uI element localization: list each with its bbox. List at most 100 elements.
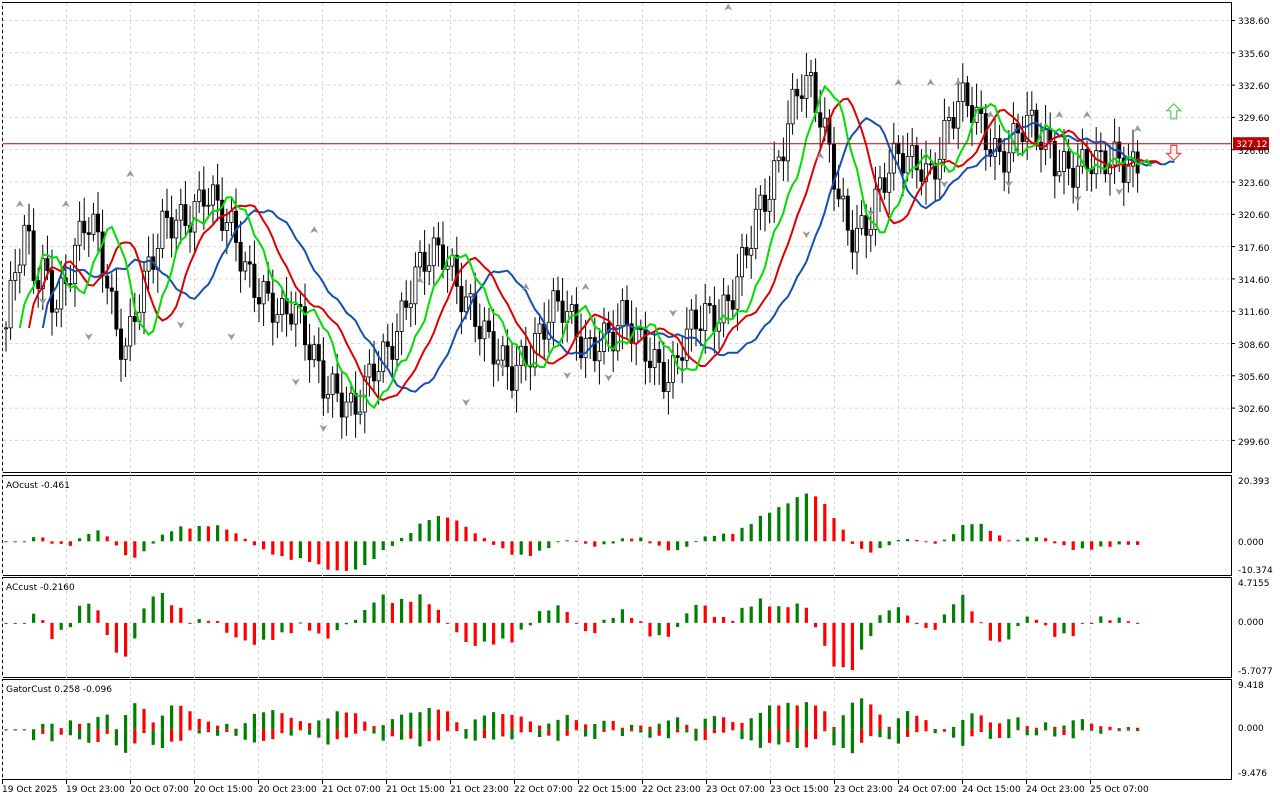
ao-bar — [400, 538, 404, 542]
fractal-up-icon — [1133, 125, 1142, 133]
ao-bar — [998, 535, 1002, 542]
ao-bar — [1117, 541, 1121, 545]
gator-upper-bar — [225, 723, 229, 730]
ac-bar — [298, 622, 302, 624]
ao-bar — [409, 533, 413, 542]
gator-upper-bar — [197, 718, 201, 730]
gator-upper-bar — [372, 726, 376, 730]
ao-bar — [915, 539, 919, 542]
gator-lower-bar — [841, 729, 845, 749]
price-tick: 323.60 — [1238, 179, 1270, 189]
ao-bar — [768, 512, 772, 542]
ac-bar — [712, 616, 716, 623]
bearish-candle — [183, 204, 188, 226]
gator-upper-bar — [1117, 728, 1121, 730]
ac-bar — [942, 614, 946, 623]
ac-bar — [593, 622, 597, 634]
ao-bar — [823, 503, 827, 542]
fractal-up-icon — [581, 283, 590, 291]
gator-upper-bar — [850, 702, 854, 730]
gator-lower-bar — [427, 729, 431, 742]
gator-lower-bar — [639, 729, 643, 733]
bearish-candle — [606, 322, 611, 333]
bullish-candle — [809, 72, 814, 76]
ac-bar — [915, 622, 919, 625]
gator-upper-bar — [510, 714, 514, 730]
gator-upper-bar — [68, 720, 72, 730]
gator-lower-bar — [1053, 729, 1057, 737]
bearish-candle — [390, 346, 395, 360]
gator-lower-bar — [942, 729, 946, 732]
gator-upper-bar — [924, 720, 928, 730]
ao-bar — [942, 539, 946, 542]
gator-upper-bar — [1090, 723, 1094, 730]
ac-bar — [768, 606, 772, 623]
ac-bar — [538, 611, 542, 623]
ao-bar — [648, 541, 652, 544]
gator-lower-bar — [4, 729, 8, 731]
ao-bar — [492, 541, 496, 545]
ao-bar — [170, 531, 174, 542]
gator-lower-bar — [896, 729, 900, 744]
ao-bar — [676, 541, 680, 551]
bearish-candle — [661, 361, 666, 393]
ao-bar — [32, 537, 36, 542]
ac-bar — [317, 622, 321, 634]
bullish-candle — [68, 283, 73, 286]
bearish-candle — [574, 304, 579, 338]
gator-upper-bar — [703, 718, 707, 730]
gator-lower-bar — [519, 729, 523, 733]
ac-bar — [998, 622, 1002, 642]
ac-bar — [133, 622, 137, 639]
gator-lower-bar — [988, 729, 992, 739]
gator-upper-bar — [418, 712, 422, 730]
ao-bar — [1007, 540, 1011, 542]
bullish-candle — [1029, 109, 1034, 116]
bearish-candle — [951, 116, 956, 129]
ac-bar — [142, 608, 146, 623]
bearish-candle — [215, 184, 220, 201]
gator-upper-bar — [988, 722, 992, 730]
bearish-candle — [836, 188, 841, 200]
fractal-down-icon — [462, 398, 470, 406]
gator-tick-max: 9.418 — [1238, 681, 1264, 691]
bearish-candle — [965, 82, 970, 107]
gator-lower-bar — [13, 729, 17, 731]
ac-bar — [547, 610, 551, 623]
gator-upper-bar — [326, 718, 330, 730]
ao-bar — [786, 503, 790, 542]
ac-bar — [676, 622, 680, 627]
price-tick: 317.60 — [1238, 244, 1270, 254]
fractal-up-icon — [926, 78, 935, 86]
gator-upper-bar — [979, 715, 983, 730]
gator-lower-bar — [924, 729, 928, 732]
ao-bar — [252, 541, 256, 546]
ac-bar — [1126, 621, 1130, 623]
gator-lower-bar — [620, 729, 624, 737]
ac-bar — [446, 622, 450, 624]
fractal-down-icon — [84, 333, 93, 341]
bullish-candle — [887, 172, 892, 193]
bearish-candle — [795, 88, 800, 97]
time-label: 20 Oct 15:00 — [194, 785, 253, 795]
gator-lower-bar — [22, 729, 26, 731]
bullish-candle — [325, 394, 330, 399]
ao-bar — [436, 516, 440, 542]
gator-lower-bar — [390, 729, 394, 737]
gator-upper-bar — [998, 723, 1002, 730]
ac-bar — [1016, 622, 1020, 627]
ac-bar — [1117, 617, 1121, 623]
bearish-candle — [1085, 149, 1090, 170]
gator-upper-bar — [1108, 726, 1112, 730]
bearish-candle — [726, 294, 731, 302]
ac-bar — [492, 622, 496, 645]
gator-upper-bar — [1044, 722, 1048, 730]
gator-lower-bar — [1016, 729, 1020, 731]
price-tick: 335.60 — [1238, 50, 1270, 60]
bullish-candle — [1025, 114, 1030, 143]
ac-bar — [887, 610, 891, 623]
gator-upper-bar — [602, 720, 606, 730]
gator-upper-bar — [170, 705, 174, 730]
